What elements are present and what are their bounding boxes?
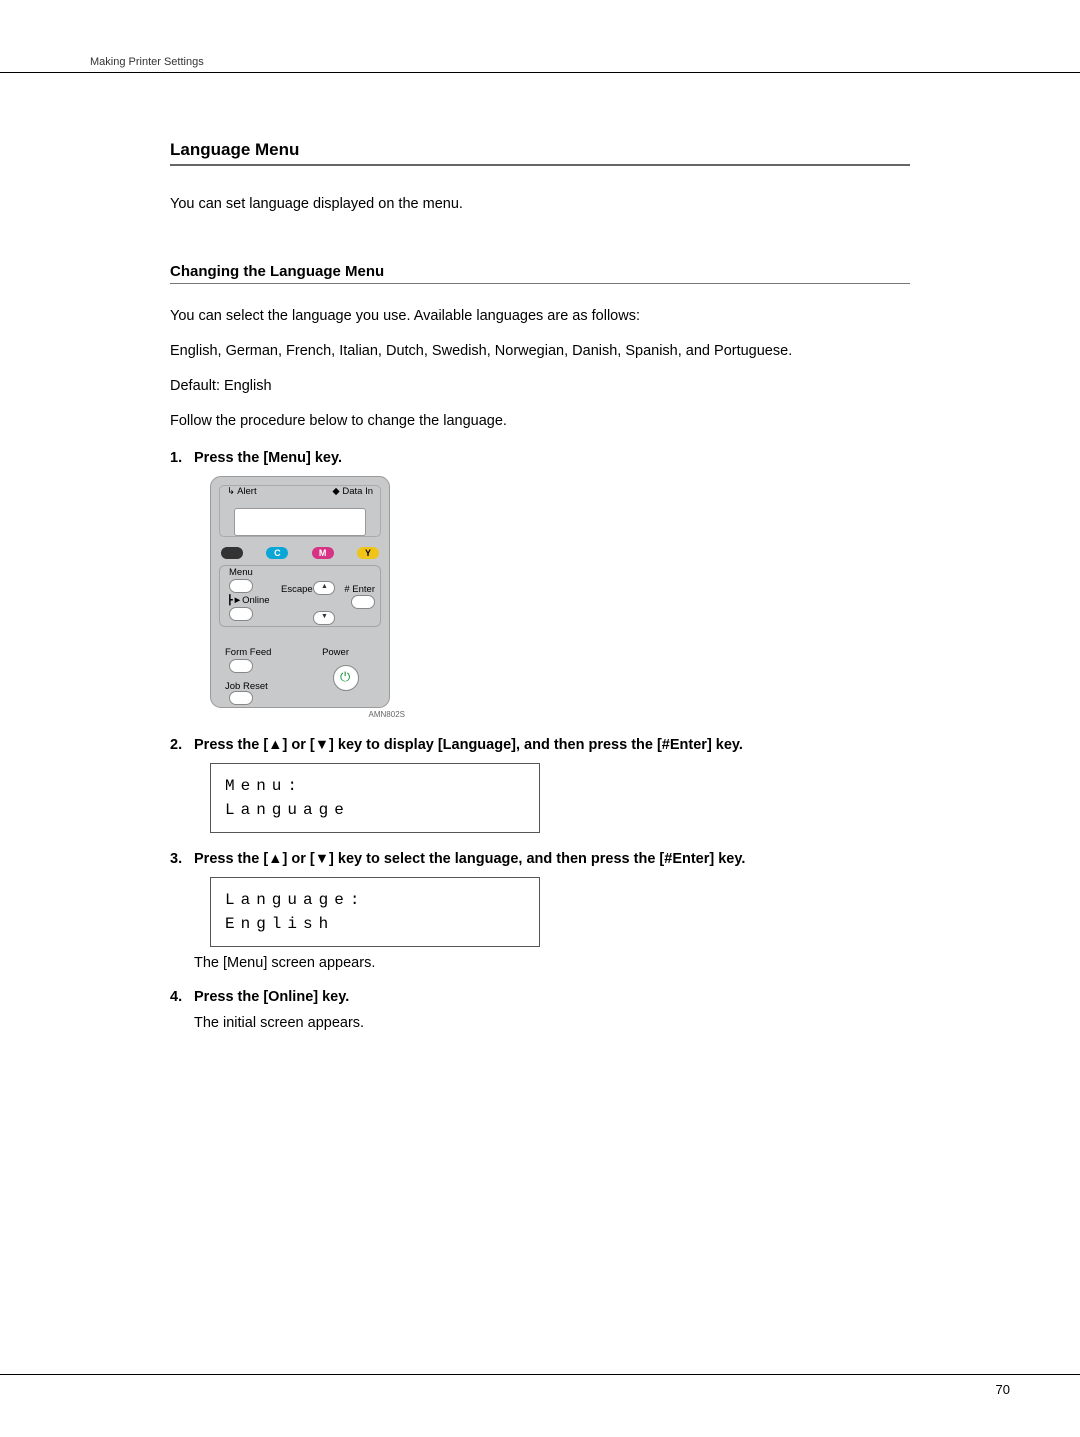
data-in-label: ◆ Data In [332, 486, 373, 497]
toner-c-icon: C [266, 547, 288, 559]
lcd-display-2: Language: English [210, 877, 540, 947]
online-button [229, 607, 253, 621]
step-3: 3. Press the [▲] or [▼] key to select th… [170, 851, 910, 867]
main-content: Language Menu You can set language displ… [170, 140, 910, 1031]
menu-button [229, 579, 253, 593]
toner-y-icon: Y [357, 547, 379, 559]
sub-p3: Default: English [170, 376, 910, 397]
step-2-num: 2. [170, 737, 194, 753]
step-2-text: Press the [▲] or [▼] key to display [Lan… [194, 737, 743, 753]
panel-lcd [234, 508, 366, 536]
panel-ref-code: AMN802S [210, 710, 405, 719]
section-intro: You can set language displayed on the me… [170, 194, 910, 215]
sub-p4: Follow the procedure below to change the… [170, 411, 910, 432]
down-arrow-button [313, 611, 335, 625]
page-number: 70 [996, 1382, 1010, 1397]
form-feed-label: Form Feed [225, 647, 271, 658]
enter-label: # Enter [344, 584, 375, 595]
escape-label: Escape [281, 584, 313, 595]
power-label: Power [322, 647, 349, 658]
step-3-after: The [Menu] screen appears. [194, 955, 910, 971]
menu-label: Menu [229, 567, 253, 578]
sub-p2: English, German, French, Italian, Dutch,… [170, 341, 910, 362]
step-4-num: 4. [170, 989, 194, 1005]
power-button [333, 665, 359, 691]
step-3-num: 3. [170, 851, 194, 867]
alert-label: ↳ Alert [227, 486, 257, 497]
subsection-title: Changing the Language Menu [170, 263, 910, 284]
sub-p1: You can select the language you use. Ava… [170, 306, 910, 327]
online-label: ┣►Online [227, 595, 270, 606]
lcd2-line1: Language: [225, 888, 525, 912]
step-1: 1. Press the [Menu] key. [170, 450, 910, 466]
step-4: 4. Press the [Online] key. [170, 989, 910, 1005]
toner-row: C M Y [221, 545, 379, 561]
up-arrow-button [313, 581, 335, 595]
toner-k-icon [221, 547, 243, 559]
section-title: Language Menu [170, 140, 910, 166]
header-rule [0, 72, 1080, 73]
footer-rule [0, 1374, 1080, 1375]
enter-button [351, 595, 375, 609]
step-3-text: Press the [▲] or [▼] key to select the l… [194, 851, 745, 867]
step-4-after: The initial screen appears. [194, 1015, 910, 1031]
step-1-text: Press the [Menu] key. [194, 450, 342, 466]
form-feed-button [229, 659, 253, 673]
printer-panel-illustration: ↳ Alert ◆ Data In C M Y Menu ┣►Online Es… [210, 476, 390, 708]
toner-m-icon: M [312, 547, 334, 559]
lcd-display-1: Menu: Language [210, 763, 540, 833]
step-2: 2. Press the [▲] or [▼] key to display [… [170, 737, 910, 753]
lcd1-line1: Menu: [225, 774, 525, 798]
job-reset-button [229, 691, 253, 705]
lcd2-line2: English [225, 912, 525, 936]
step-4-text: Press the [Online] key. [194, 989, 349, 1005]
lcd1-line2: Language [225, 798, 525, 822]
header-breadcrumb: Making Printer Settings [90, 56, 204, 68]
step-1-num: 1. [170, 450, 194, 466]
